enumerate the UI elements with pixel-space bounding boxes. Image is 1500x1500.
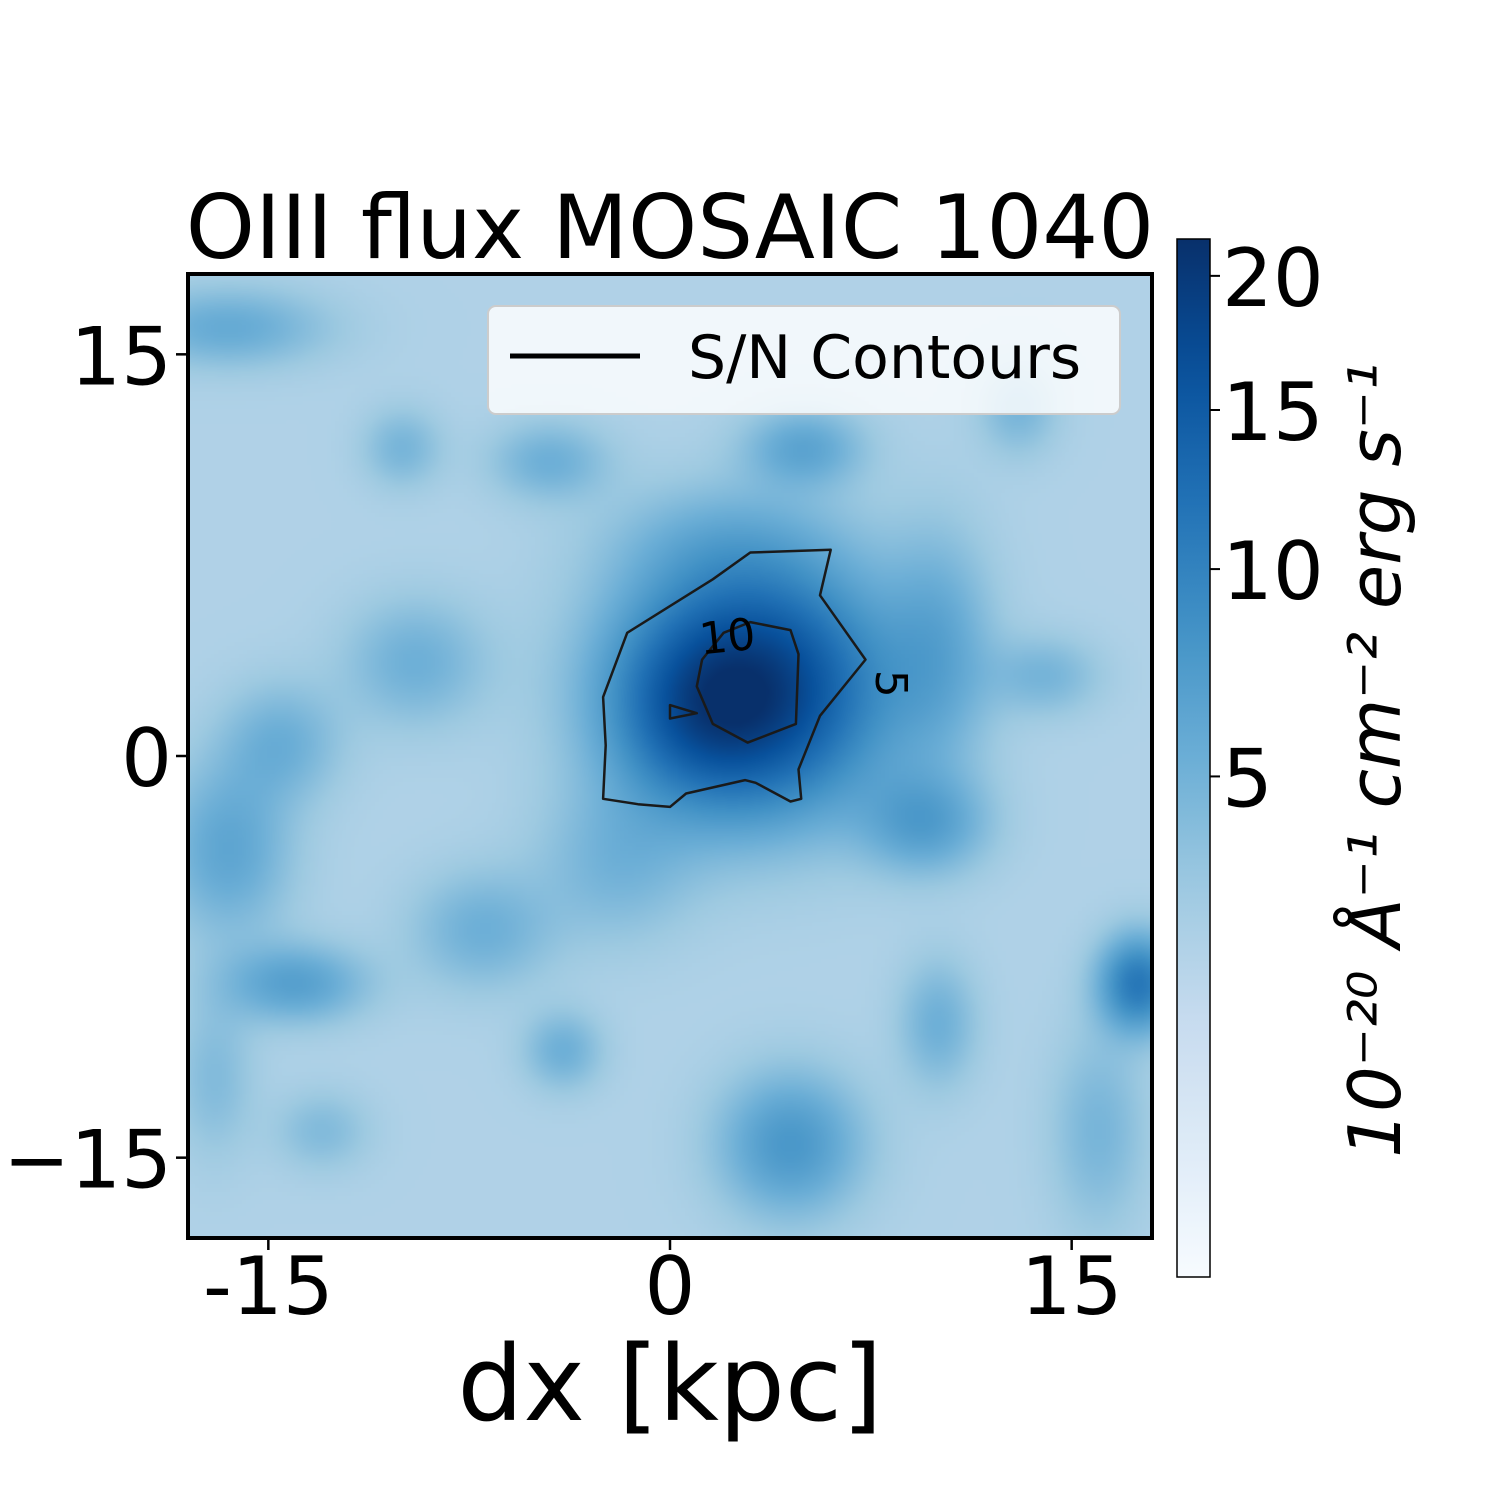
contour-level-10-1 — [695, 620, 800, 744]
x-tick-label: 0 — [645, 1240, 696, 1333]
legend-box — [487, 305, 1121, 415]
contour-level-10-2 — [668, 703, 699, 720]
colorbar: 5 10 15 20 10⁻²⁰ Å⁻¹ cm⁻² erg s⁻¹ — [1176, 232, 1417, 1278]
legend: S/N Contours — [487, 305, 1121, 415]
contour-layer: 10 5 — [601, 548, 916, 809]
x-axis-label: dx [kpc] — [457, 1323, 882, 1445]
chart-title: OIII flux MOSAIC 1040 — [186, 176, 1155, 279]
heatmap-image — [188, 274, 1152, 1238]
colorbar-tick-label: 20 — [1222, 232, 1324, 325]
x-tick-label: 15 — [1021, 1240, 1123, 1333]
y-tick-label: 15 — [70, 310, 172, 403]
colorbar-tick-label: 5 — [1222, 732, 1273, 825]
contour-level-5-0 — [601, 548, 867, 809]
colorbar-fill — [1176, 238, 1211, 1278]
y-tick-label: 0 — [121, 712, 172, 805]
y-axis: 15 0 −15 — [3, 310, 188, 1207]
contour-label-5: 5 — [865, 670, 916, 698]
colorbar-label: 10⁻²⁰ Å⁻¹ cm⁻² erg s⁻¹ — [1333, 362, 1417, 1158]
y-tick-label: −15 — [3, 1114, 172, 1207]
colorbar-tick-label: 10 — [1222, 525, 1324, 618]
x-tick-label: -15 — [203, 1240, 334, 1333]
x-axis: -15 0 15 — [203, 1238, 1123, 1333]
colorbar-ticks: 5 10 15 20 — [1210, 232, 1324, 825]
colorbar-tick-label: 15 — [1222, 366, 1324, 459]
legend-entry-label: S/N Contours — [688, 323, 1081, 393]
contour-label-10: 10 — [697, 609, 758, 666]
